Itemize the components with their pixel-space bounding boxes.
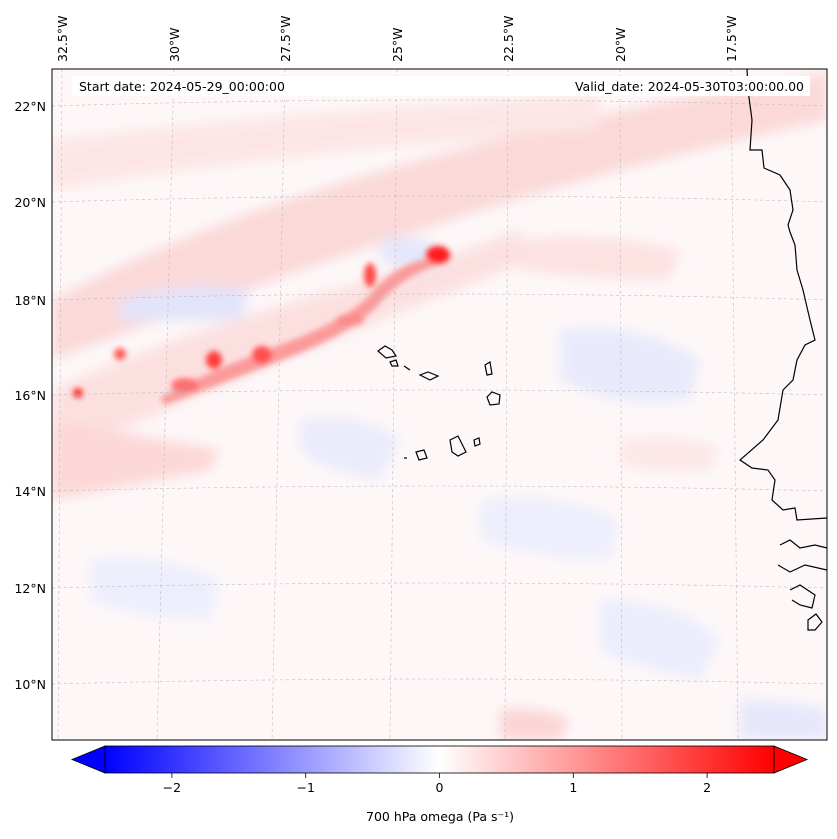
lat-label-22n: 22°N [14, 99, 46, 114]
lon-label-20w: 20°W [613, 27, 628, 62]
lat-label-18n: 18°N [14, 293, 46, 308]
colorbar-tick-label: −2 [163, 780, 181, 795]
colorbar-body [105, 746, 774, 773]
lon-label-17-5w: 17.5°W [724, 16, 739, 62]
lat-label-20n: 20°N [14, 195, 46, 210]
gridlines [52, 69, 827, 740]
colorbar-tick-label: 1 [569, 780, 577, 795]
omega-field [52, 69, 827, 740]
lat-label-10n: 10°N [14, 677, 46, 692]
lon-label-30w: 30°W [167, 27, 182, 62]
lon-label-25w: 25°W [390, 27, 405, 62]
lat-label-12n: 12°N [14, 581, 46, 596]
latitude-labels: 22°N 20°N 18°N 16°N 14°N 12°N 10°N [14, 99, 46, 692]
longitude-labels: 32.5°W 30°W 27.5°W 25°W 22.5°W 20°W 17.5… [55, 16, 739, 62]
lon-label-27-5w: 27.5°W [278, 16, 293, 62]
coastline [377, 69, 827, 631]
start-date-box [72, 76, 540, 96]
colorbar: −2 −1 0 1 2 700 hPa omega (Pa s⁻¹) [70, 745, 809, 824]
colorbar-tick-label: 2 [703, 780, 711, 795]
colorbar-tick-label: 0 [436, 780, 444, 795]
colorbar-ticks: −2 −1 0 1 2 [163, 773, 711, 795]
map-frame [51, 68, 828, 741]
colorbar-label: 700 hPa omega (Pa s⁻¹) [366, 809, 514, 824]
lat-label-14n: 14°N [14, 484, 46, 499]
lat-label-16n: 16°N [14, 388, 46, 403]
colorbar-extend-high [773, 745, 809, 774]
valid-date-label: Valid_date: 2024-05-30T03:00:00.00 [575, 79, 804, 94]
lon-label-22-5w: 22.5°W [501, 16, 516, 62]
colorbar-extend-low [70, 745, 106, 774]
lon-label-32-5w: 32.5°W [55, 16, 70, 62]
start-date-label: Start date: 2024-05-29_00:00:00 [79, 79, 285, 94]
valid-date-box [540, 76, 810, 96]
colorbar-tick-label: −1 [296, 780, 314, 795]
